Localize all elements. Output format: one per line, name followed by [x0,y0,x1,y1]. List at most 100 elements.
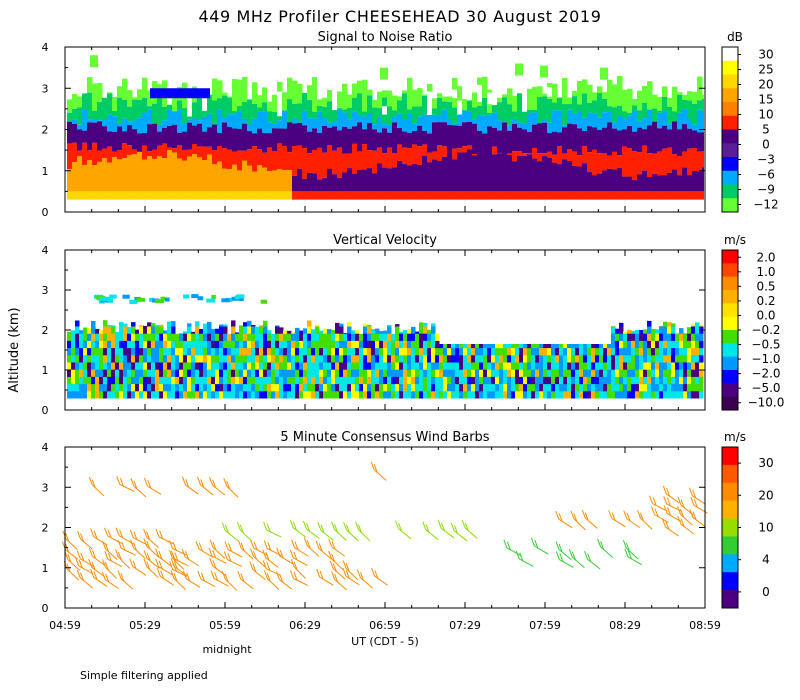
velocity-cell [459,347,464,356]
velocity-cell [347,376,352,385]
velocity-cell [319,369,324,377]
velocity-cell [443,354,448,363]
wind-barb [116,476,135,492]
snr-cell [532,109,538,113]
colorbar-swatch [722,198,738,213]
velocity-cell [167,362,172,370]
velocity-cell [115,331,120,334]
snr-cell [342,112,348,127]
snr-cell [592,191,598,200]
velocity-cell [391,333,396,341]
colorbar-label: 30 [758,48,773,62]
velocity-cell [151,354,156,363]
snr-cell [547,133,553,152]
snr-cell [477,130,483,153]
velocity-cell [363,354,368,363]
snr-cell [82,142,88,165]
snr-cell [522,155,528,192]
velocity-cell [167,321,172,327]
snr-cell [207,94,213,114]
wind-barb [197,570,216,588]
velocity-cell [439,383,444,392]
velocity-cell [491,369,496,377]
snr-cell [647,109,653,126]
snr-cell [387,191,393,200]
barb-flag [654,508,659,517]
snr-cell [392,153,398,168]
velocity-cell [563,344,568,349]
barb-flag [107,529,112,538]
velocity-cell [667,354,672,363]
velocity-cell [663,340,668,349]
velocity-cell [331,390,336,399]
velocity-cell [399,347,404,356]
velocity-cell [611,326,616,334]
snr-cell [157,145,163,157]
velocity-cell [515,344,520,349]
velocity-cell [555,383,560,392]
snr-cell [357,191,363,200]
velocity-cell [607,369,612,377]
snr-cell [197,191,203,200]
barb-shaft [626,518,641,529]
snr-cell [387,124,393,133]
snr-cell [227,191,233,200]
snr-cell [282,170,288,192]
snr-cell [217,145,223,162]
velocity-cell [379,376,384,385]
velocity-cell [195,333,200,341]
barb-flag [320,524,325,534]
snr-cell [417,146,423,165]
velocity-cell [331,340,336,349]
midnight-label: midnight [202,643,252,656]
velocity-cell [107,362,112,370]
velocity-cell [311,354,316,363]
velocity-cell [667,322,672,327]
velocity-cell [183,354,188,363]
barb-flag [625,542,630,552]
velocity-cell [583,344,588,349]
velocity-cell [427,369,432,377]
barb-flag [581,509,586,519]
snr-cell [262,167,268,192]
snr-cell [592,113,598,128]
velocity-cell [107,376,112,385]
velocity-cell [135,354,140,363]
velocity-cell [435,347,440,356]
barb-flag [519,552,524,562]
barb-shaft [373,469,387,481]
velocity-cell [487,354,492,363]
snr-cell [72,162,78,192]
velocity-cell [267,354,272,363]
barb-flag [680,508,684,518]
velocity-cell [271,354,276,363]
snr-cell [617,191,623,200]
velocity-cell [479,390,484,399]
wind-barb [624,548,643,566]
velocity-cell [431,369,436,377]
velocity-cell [119,369,124,377]
velocity-cell [651,333,656,341]
snr-cell [422,114,428,131]
velocity-cell [663,369,668,377]
velocity-cell [251,324,256,327]
velocity-cell [683,369,688,377]
wind-barb [197,476,214,496]
velocity-cell [211,347,216,356]
barb-shaft [93,576,108,587]
velocity-cell [383,383,388,392]
velocity-cell [215,340,220,349]
velocity-cell [491,376,496,385]
velocity-cell [115,333,120,341]
snr-cell [182,107,188,124]
colorbar-label: 10 [758,521,773,535]
velocity-cell [299,362,304,370]
snr-cell [642,118,648,130]
colorbar-label: −5.0 [751,381,780,395]
snr-cell [112,131,118,152]
velocity-cell [371,383,376,392]
velocity-cell [387,333,392,341]
velocity-cell [467,369,472,377]
snr-cell [592,175,598,192]
y-tick-label: 1 [42,364,49,377]
